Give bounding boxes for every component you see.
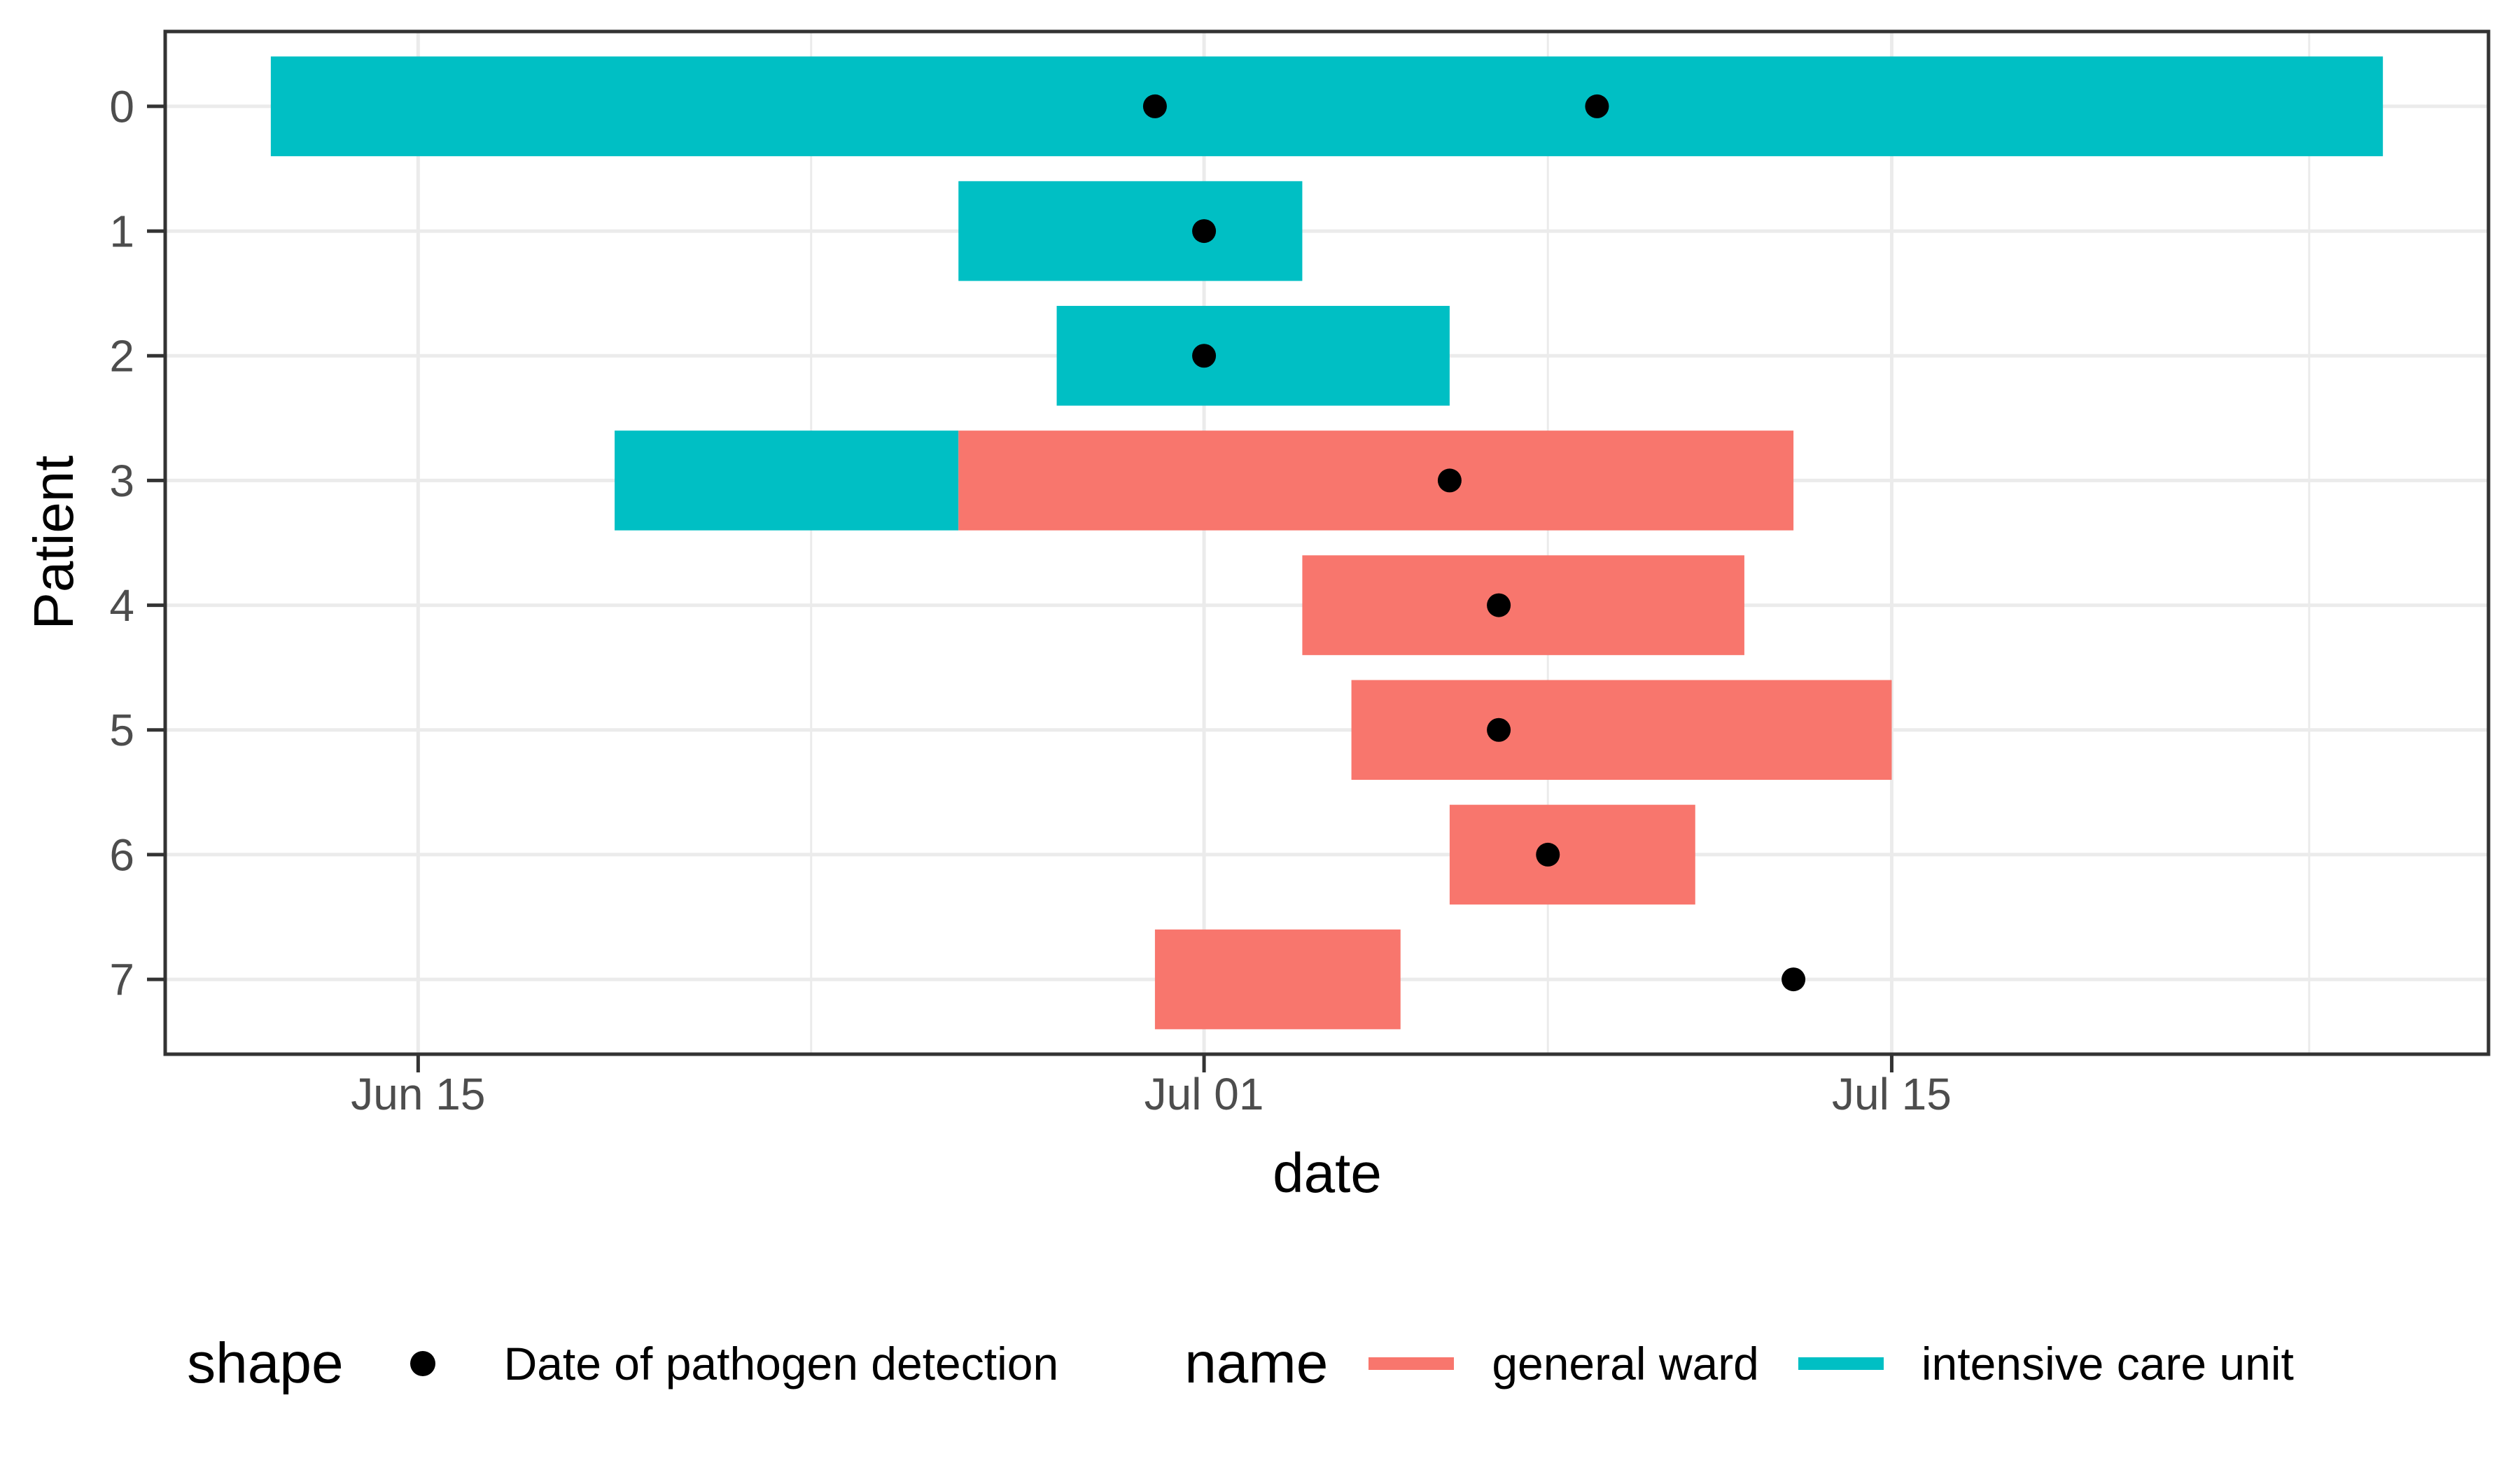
detection-dot-patient-2 [1192,344,1217,368]
detection-dot-patient-4 [1487,593,1511,617]
y-tick-label-0: 0 [109,81,134,132]
detection-dot-patient-0 [1142,94,1167,118]
legend-label-intensive-care-unit: intensive care unit [1921,1338,2294,1390]
legend-label-general-ward: general ward [1492,1338,1759,1390]
legend: shape Date of pathogen detection name ge… [0,1308,2520,1420]
x-tick-label-jul-15: Jul 15 [1832,1069,1952,1119]
stay-bar-patient-6-general-ward [1449,804,1695,905]
stay-bar-patient-3-general-ward [958,430,1794,531]
panel-background [165,31,2488,1054]
detection-dot-patient-6 [1536,842,1560,867]
stay-bar-patient-7-general-ward [1154,929,1401,1030]
stay-bar-patient-0-intensive-care-unit [270,56,2384,157]
x-tick-label-jul-01: Jul 01 [1144,1069,1264,1119]
stay-bar-patient-1-intensive-care-unit [958,181,1303,281]
panel-border [163,29,2491,1056]
detection-dot-patient-0 [1585,94,1609,118]
x-tick-label-jun-15: Jun 15 [351,1069,485,1119]
y-tick-label-6: 6 [109,830,134,880]
legend-label-detection: Date of pathogen detection [503,1338,1059,1390]
legend-shape-title: shape [187,1331,344,1395]
intensive-care-unit-key-icon [1798,1357,1884,1370]
y-tick-label-2: 2 [109,331,134,382]
y-tick-label-1: 1 [109,206,134,256]
y-tick-label-7: 7 [109,954,134,1004]
y-tick-label-3: 3 [109,456,134,506]
stay-bar-patient-3-intensive-care-unit [615,430,959,531]
x-axis-title: date [1273,1142,1382,1204]
y-tick-label-4: 4 [109,580,134,631]
stay-bar-patient-2-intensive-care-unit [1056,305,1450,406]
detection-dot-patient-3 [1437,468,1462,493]
stay-bar-patient-5-general-ward [1351,680,1892,780]
y-tick-label-5: 5 [109,705,134,755]
detection-dot-patient-5 [1487,718,1511,742]
detection-dot-patient-1 [1192,219,1217,244]
general-ward-key-icon [1368,1357,1455,1370]
legend-name-title: name [1184,1331,1329,1395]
detection-dot-patient-7 [1782,967,1806,992]
y-axis-title: Patient [22,455,85,630]
detection-dot-key-icon [410,1351,435,1376]
stay-bar-patient-4-general-ward [1302,555,1744,655]
